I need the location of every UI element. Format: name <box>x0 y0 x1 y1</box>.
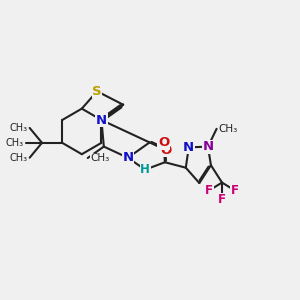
Text: CH₃: CH₃ <box>90 153 110 163</box>
Text: O: O <box>158 136 169 149</box>
Text: S: S <box>92 85 102 98</box>
Text: CH₃: CH₃ <box>219 124 238 134</box>
Text: N: N <box>183 141 194 154</box>
Text: CH₃: CH₃ <box>10 153 28 163</box>
Text: CH₃: CH₃ <box>10 123 28 133</box>
Text: N: N <box>122 151 134 164</box>
Text: F: F <box>231 184 239 197</box>
Text: N: N <box>96 113 107 127</box>
Text: F: F <box>218 194 226 206</box>
Text: F: F <box>205 184 213 197</box>
Text: CH₃: CH₃ <box>6 138 24 148</box>
Text: O: O <box>161 144 172 157</box>
Text: H: H <box>140 163 150 176</box>
Text: N: N <box>202 140 214 153</box>
